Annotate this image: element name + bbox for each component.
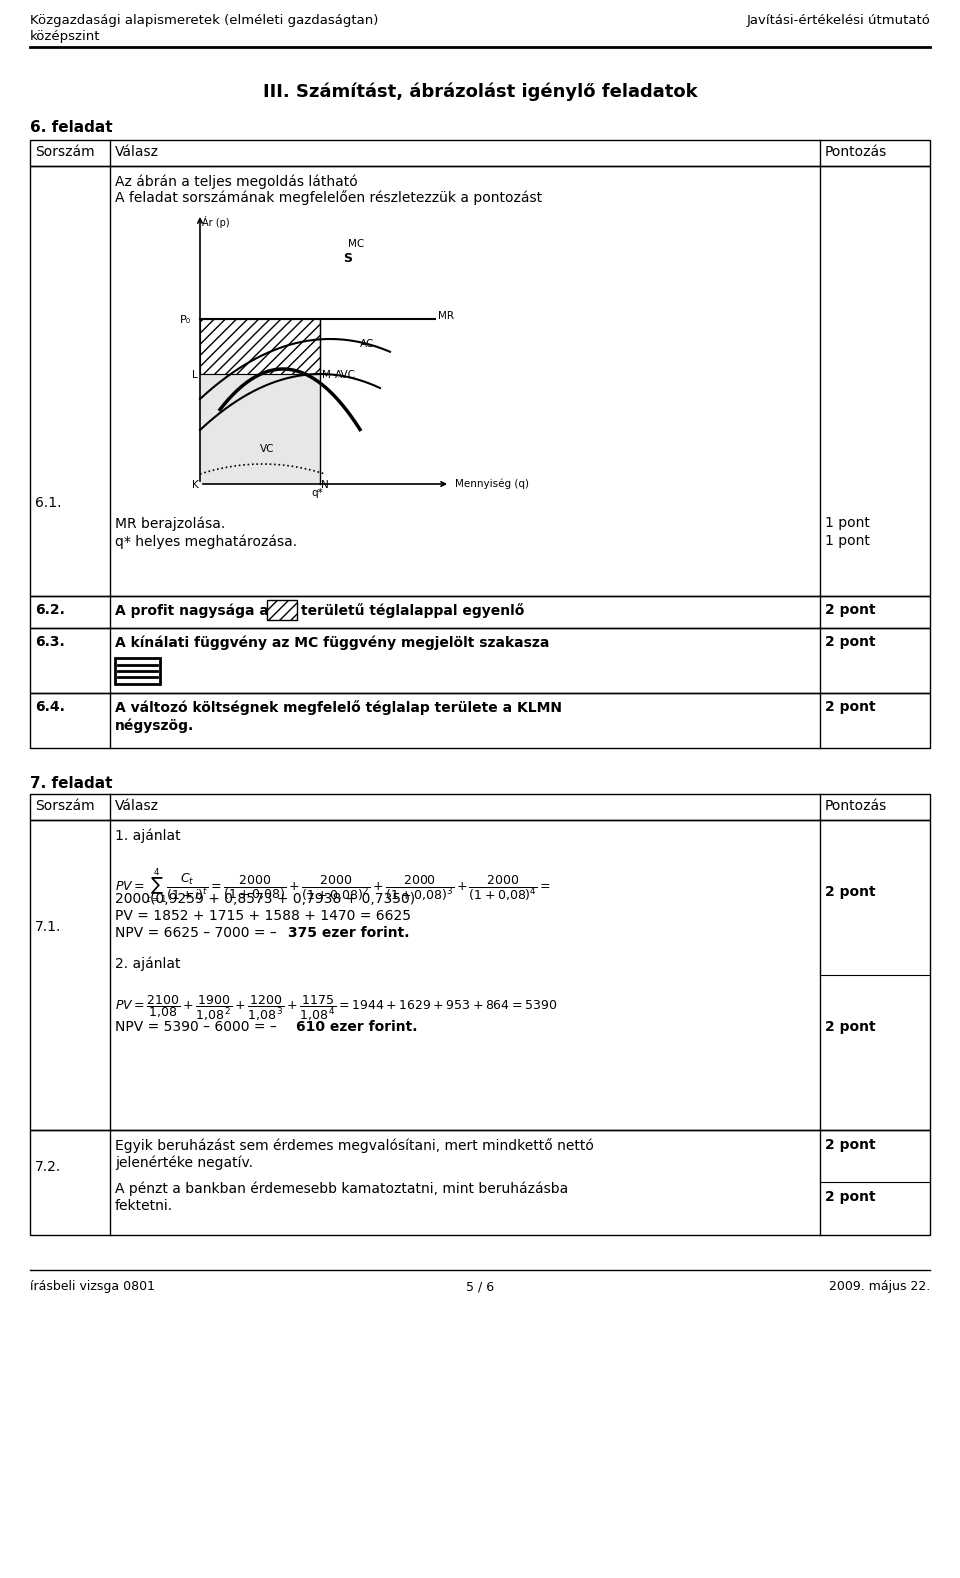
Text: 1 pont: 1 pont [825, 533, 870, 548]
Text: N: N [321, 480, 328, 491]
Text: K: K [192, 480, 199, 491]
Text: q* helyes meghatározása.: q* helyes meghatározása. [115, 533, 298, 549]
Bar [30, 794, 930, 821]
Text: MC: MC [348, 238, 364, 249]
Text: 6.1.: 6.1. [35, 495, 61, 510]
Text: MR berajzolása.: MR berajzolása. [115, 516, 226, 530]
Text: VC: VC [260, 443, 275, 454]
Text: 5 / 6: 5 / 6 [466, 1280, 494, 1292]
Text: $PV = \sum_{t=1}^{4} \dfrac{C_t}{(1+i)^t} = \dfrac{2000}{(1+0{,}08)} + \dfrac{20: $PV = \sum_{t=1}^{4} \dfrac{C_t}{(1+i)^t… [115, 866, 551, 906]
Text: S: S [343, 252, 352, 265]
Bar [267, 600, 297, 620]
Text: A feladat sorszámának megfelelően részletezzük a pontozást: A feladat sorszámának megfelelően részle… [115, 189, 542, 205]
Text: Válasz: Válasz [115, 145, 159, 159]
Text: 2009. május 22.: 2009. május 22. [828, 1280, 930, 1292]
Bar [30, 821, 930, 1130]
Text: négyszög.: négyszög. [115, 718, 194, 732]
Text: 1. ajánlat: 1. ajánlat [115, 828, 180, 843]
Text: 2 pont: 2 pont [825, 603, 876, 617]
Text: 2 pont: 2 pont [825, 701, 876, 713]
Text: középszint: középszint [30, 30, 101, 43]
Text: P₀: P₀ [180, 316, 191, 325]
Text: 610 ezer forint.: 610 ezer forint. [296, 1019, 418, 1034]
Text: jelenértéke negatív.: jelenértéke negatív. [115, 1155, 253, 1169]
Text: Javítási-értékelési útmutató: Javítási-értékelési útmutató [746, 14, 930, 27]
Text: MR: MR [438, 311, 454, 320]
Text: A profit nagysága a: A profit nagysága a [115, 603, 269, 617]
Text: Közgazdasági alapismeretek (elméleti gazdaságtan): Közgazdasági alapismeretek (elméleti gaz… [30, 14, 378, 27]
Text: 6.3.: 6.3. [35, 634, 64, 649]
Text: 2 pont: 2 pont [825, 1190, 876, 1204]
Text: A kínálati függvény az MC függvény megjelölt szakasza: A kínálati függvény az MC függvény megje… [115, 634, 549, 650]
Text: 2. ajánlat: 2. ajánlat [115, 956, 180, 970]
Text: Válasz: Válasz [115, 798, 159, 813]
Text: Pontozás: Pontozás [825, 145, 887, 159]
Bar [200, 374, 320, 484]
Text: A pénzt a bankban érdemesebb kamatoztatni, mint beruházásba: A pénzt a bankban érdemesebb kamatoztatn… [115, 1182, 568, 1196]
Text: Pontozás: Pontozás [825, 798, 887, 813]
Text: Sorszám: Sorszám [35, 145, 95, 159]
Text: A változó költségnek megfelelő téglalap területe a KLMN: A változó költségnek megfelelő téglalap … [115, 701, 562, 715]
Text: Az ábrán a teljes megoldás látható: Az ábrán a teljes megoldás látható [115, 174, 358, 188]
Bar [267, 600, 297, 620]
Bar [30, 140, 930, 166]
Text: 2 pont: 2 pont [825, 1138, 876, 1152]
Text: q*: q* [311, 488, 323, 499]
Text: Ár (p): Ár (p) [202, 216, 229, 227]
Text: területű téglalappal egyenlő: területű téglalappal egyenlő [301, 603, 524, 619]
Bar [30, 693, 930, 748]
Text: írásbeli vizsga 0801: írásbeli vizsga 0801 [30, 1280, 155, 1292]
Text: AVC: AVC [335, 369, 356, 380]
Bar [30, 596, 930, 628]
Text: AC: AC [360, 339, 374, 349]
Bar [30, 166, 930, 596]
Bar [30, 1130, 930, 1236]
Text: 375 ezer forint.: 375 ezer forint. [288, 926, 410, 940]
Text: III. Számítást, ábrázolást igénylő feladatok: III. Számítást, ábrázolást igénylő felad… [263, 82, 697, 101]
Text: 1 pont: 1 pont [825, 516, 870, 530]
Text: 7. feladat: 7. feladat [30, 776, 112, 791]
Bar [200, 319, 320, 374]
Text: 2 pont: 2 pont [825, 885, 876, 899]
Bar [115, 658, 160, 683]
Text: 2 pont: 2 pont [825, 634, 876, 649]
Text: L: L [192, 369, 198, 380]
Text: fektetni.: fektetni. [115, 1199, 173, 1213]
Text: 6. feladat: 6. feladat [30, 120, 112, 136]
Text: PV = 1852 + 1715 + 1588 + 1470 = 6625: PV = 1852 + 1715 + 1588 + 1470 = 6625 [115, 909, 411, 923]
Text: $PV = \dfrac{2100}{1{,}08} + \dfrac{1900}{1{,}08^{\,2}} + \dfrac{1200}{1{,}08^{\: $PV = \dfrac{2100}{1{,}08} + \dfrac{1900… [115, 994, 557, 1023]
Text: NPV = 5390 – 6000 = –: NPV = 5390 – 6000 = – [115, 1019, 276, 1034]
Text: Sorszám: Sorszám [35, 798, 95, 813]
Text: M: M [322, 369, 331, 380]
Text: Egyik beruházást sem érdemes megvalósítani, mert mindkettő nettó: Egyik beruházást sem érdemes megvalósíta… [115, 1138, 594, 1154]
Text: Mennyiség (q): Mennyiség (q) [455, 478, 529, 489]
Text: 7.1.: 7.1. [35, 920, 61, 934]
Text: 6.4.: 6.4. [35, 701, 65, 713]
Text: 2000(0,9259 + 0,8573 + 0,7938 + 0,7350): 2000(0,9259 + 0,8573 + 0,7938 + 0,7350) [115, 892, 415, 906]
Text: NPV = 6625 – 7000 = –: NPV = 6625 – 7000 = – [115, 926, 276, 940]
Text: 2 pont: 2 pont [825, 1019, 876, 1034]
Bar [200, 319, 320, 374]
Text: 7.2.: 7.2. [35, 1160, 61, 1174]
Bar [30, 628, 930, 693]
Text: 6.2.: 6.2. [35, 603, 65, 617]
